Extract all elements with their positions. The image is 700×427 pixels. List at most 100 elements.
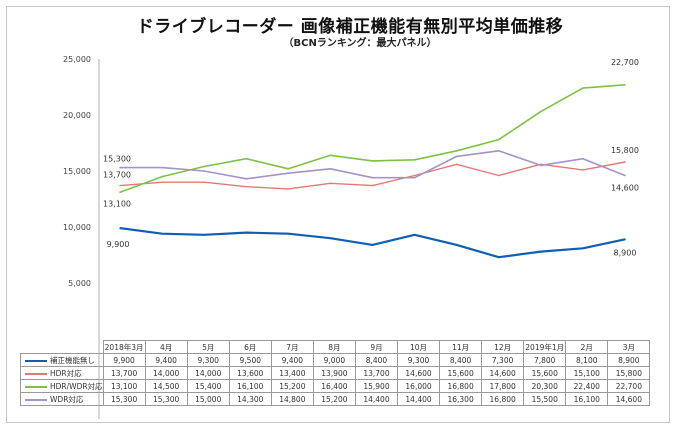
data-point (582, 247, 584, 250)
table-cell: 13,700 (102, 366, 146, 380)
data-point (413, 176, 416, 179)
legend-entry: HDR/WDR対応 (20, 379, 104, 393)
data-point (371, 176, 374, 179)
legend-entry: HDR対応 (20, 366, 104, 380)
table-cell: 8,100 (565, 353, 609, 367)
legend-entry: 補正機能無し (20, 353, 104, 367)
table-cell: 15,400 (186, 379, 230, 393)
table-cell: 14,500 (144, 379, 188, 393)
table-cell: 9,900 (102, 353, 146, 367)
legend-label: HDR/WDR対応 (50, 381, 103, 391)
data-point (119, 184, 121, 187)
data-label-end: 8,900 (614, 248, 637, 257)
data-label-start: 13,100 (103, 199, 131, 208)
y-tick-label: 15,000 (63, 167, 91, 176)
data-point (287, 172, 290, 175)
y-tick-label: 25,000 (63, 55, 91, 64)
series-line (119, 227, 626, 259)
table-cell: 14,600 (396, 366, 441, 380)
table-cell: 13,100 (102, 379, 146, 393)
data-point (497, 174, 500, 177)
data-point (455, 150, 458, 152)
x-category-label: 2018年3月 (102, 340, 146, 354)
table-cell: 15,900 (354, 379, 399, 393)
y-tick-label: 5,000 (68, 279, 91, 288)
table-cell: 22,400 (565, 379, 609, 393)
x-category-label: 9月 (354, 340, 399, 354)
data-point (413, 234, 416, 236)
data-point (203, 181, 205, 183)
series-line (120, 150, 626, 180)
data-point (287, 232, 290, 235)
table-row: HDR対応 13,700 14,000 14,000 13,600 13,400 13,90… (20, 366, 651, 380)
data-point (582, 157, 584, 160)
legend-swatch (25, 359, 47, 362)
legend-label: HDR対応 (50, 368, 82, 378)
data-point (203, 234, 205, 236)
y-tick-label: 20,000 (63, 111, 91, 120)
table-cell: 9,400 (270, 353, 314, 367)
data-point (540, 164, 542, 167)
table-cell: 13,600 (228, 366, 272, 380)
table-cell: 17,800 (481, 379, 525, 393)
table-cell: 14,400 (354, 392, 399, 406)
data-point (161, 181, 163, 183)
x-category-label: 12月 (481, 340, 525, 354)
series-line (119, 84, 626, 194)
legend-label: WDR対応 (50, 394, 84, 404)
table-cell: 16,000 (396, 379, 441, 393)
table-cell: 15,100 (565, 366, 609, 380)
table-cell: 9,400 (144, 353, 188, 367)
legend-entry: WDR対応 (20, 392, 104, 406)
data-point (203, 165, 205, 168)
data-point (371, 184, 374, 187)
x-category-label: 6月 (228, 340, 272, 354)
table-cell: 7,300 (481, 353, 525, 367)
data-point (624, 174, 626, 177)
data-table: 2018年3月 4月 5月 6月 7月 8月 9月 10月 11月 12月 2019年1月 2月 3月補… (20, 340, 651, 406)
data-label-start: 13,700 (103, 171, 131, 180)
table-header-row: 2018年3月 4月 5月 6月 7月 8月 9月 10月 11月 12月 2019年1月 2月 3月 (21, 340, 651, 354)
data-point (497, 150, 500, 152)
data-point (329, 167, 332, 170)
x-category-label: 11月 (439, 340, 483, 354)
table-cell: 16,100 (228, 379, 272, 393)
data-point (371, 160, 374, 162)
table-cell: 16,100 (565, 392, 609, 406)
data-point (624, 238, 626, 241)
table-cell: 13,900 (312, 366, 356, 380)
table-cell: 15,000 (186, 392, 230, 406)
data-point (161, 175, 163, 178)
data-point (329, 154, 332, 157)
table-row: HDR/WDR対応 13,100 14,500 15,400 16,100 15,200 1… (20, 379, 651, 393)
legend-swatch (25, 398, 47, 401)
table-cell: 15,600 (439, 366, 483, 380)
data-point (119, 166, 121, 169)
data-point (287, 188, 290, 190)
data-point (455, 155, 458, 158)
table-cell: 14,600 (607, 392, 651, 406)
table-cell: 13,400 (270, 366, 314, 380)
x-category-label: 5月 (186, 340, 230, 354)
table-cell: 15,800 (607, 366, 651, 380)
data-point (540, 110, 542, 113)
data-point (624, 83, 626, 86)
table-cell: 13,700 (354, 366, 399, 380)
data-point (371, 244, 374, 246)
data-point (245, 157, 248, 160)
data-point (329, 182, 332, 185)
data-point (329, 237, 332, 239)
data-point (455, 163, 458, 166)
x-category-label: 7月 (270, 340, 314, 354)
table-cell: 8,900 (607, 353, 651, 367)
table-cell: 14,000 (144, 366, 188, 380)
table-cell: 15,300 (144, 392, 188, 406)
chart-title: ドライブレコーダー 画像補正機能有無別平均単価推移 (136, 17, 564, 37)
x-category-label: 8月 (312, 340, 356, 354)
table-cell: 22,700 (607, 379, 651, 393)
x-category-label: 3月 (607, 340, 651, 354)
table-cell: 16,800 (481, 392, 525, 406)
data-point (413, 174, 416, 177)
table-cell: 8,400 (439, 353, 483, 367)
